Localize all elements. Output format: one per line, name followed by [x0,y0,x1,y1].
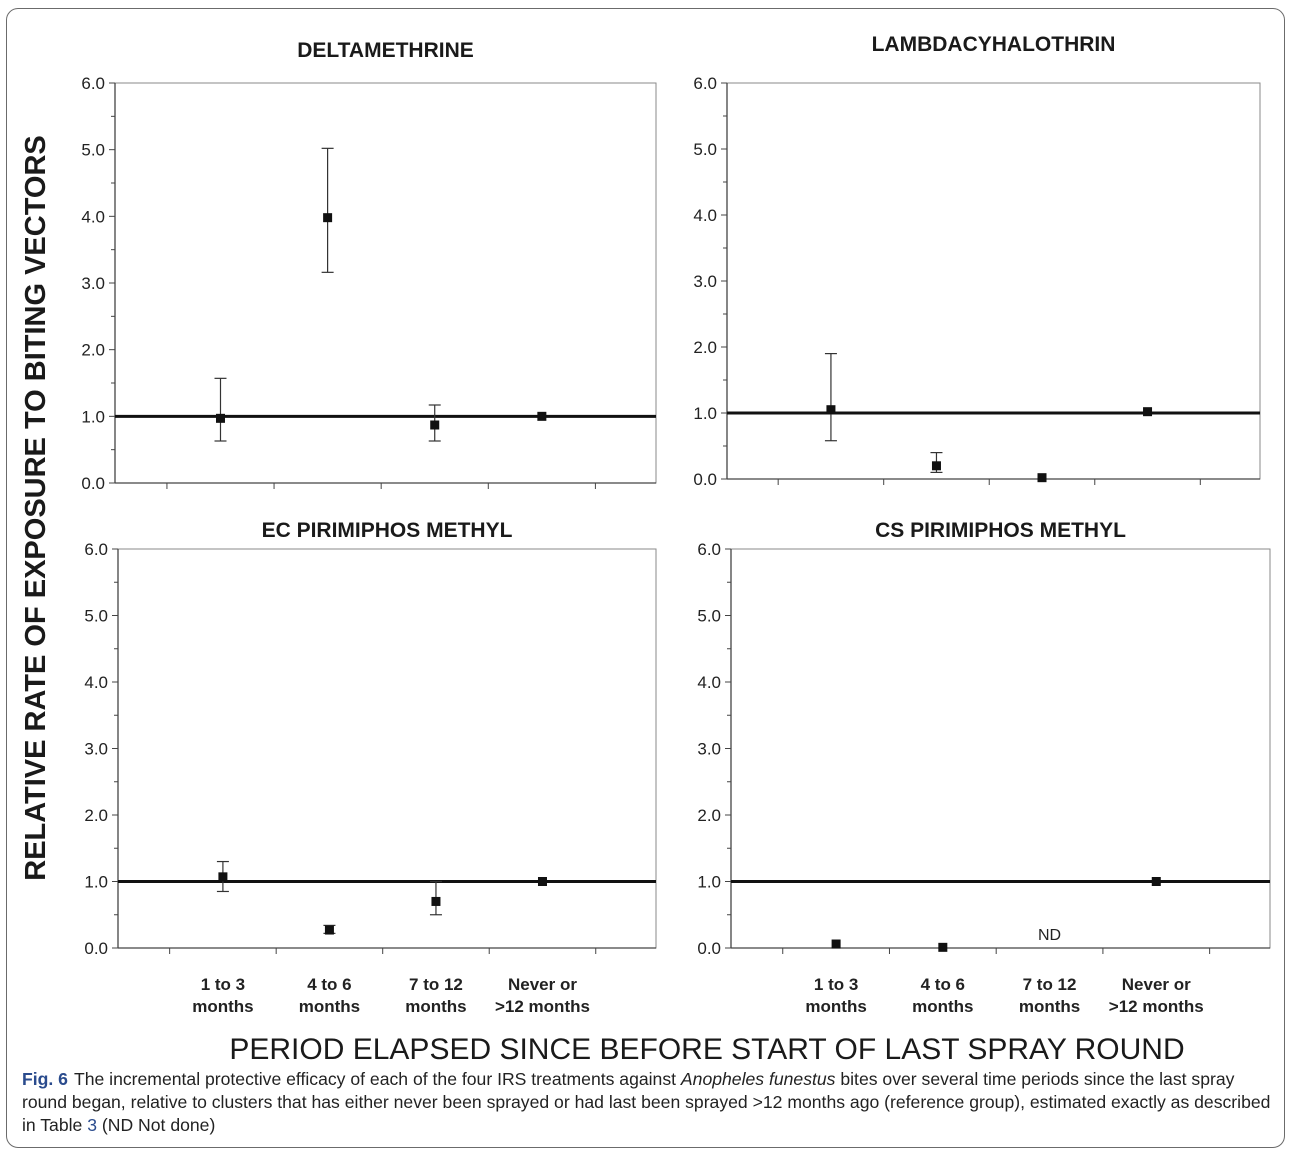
data-point [431,896,441,906]
plot-area-border [730,548,1271,949]
point-4-to-6-months [930,452,943,473]
x-category-label: months [192,997,253,1016]
point-4-to-6-months [323,924,336,935]
point-never-or-12-months [537,877,547,886]
y-tick-label: 5.0 [697,607,721,626]
caption-text-after: bites over several time periods since th… [22,1069,1271,1135]
y-tick-label: 6.0 [697,540,721,559]
panel-title: DELTAMETHRINE [297,39,474,62]
data-point [831,939,841,949]
y-tick-label: 6.0 [81,74,105,93]
y-tick-label: 0.0 [697,939,721,958]
x-category-label: 7 to 12 [409,975,463,994]
y-tick-label: 3.0 [81,274,105,293]
y-tick-label: 1.0 [693,404,717,423]
figure-chart: DELTAMETHRINE0.01.02.03.04.05.06.0LAMBDA… [20,33,1271,1060]
x-category-label: months [1019,997,1080,1016]
y-tick-label: 0.0 [81,474,105,493]
panel-title: CS PIRIMIPHOS METHYL [875,519,1126,542]
figure-frame [6,8,1285,1148]
y-tick-label: 2.0 [84,806,108,825]
plot-area-border [117,548,657,949]
x-category-label: months [405,997,466,1016]
point-7-to-12-months [1037,473,1047,483]
y-tick-label: 2.0 [697,806,721,825]
y-tick-label: 4.0 [693,206,717,225]
not-done-annotation: ND [1038,927,1061,944]
point-never-or-12-months [1143,407,1153,417]
data-point [938,942,948,952]
y-tick-label: 1.0 [81,407,105,426]
y-tick-label: 4.0 [81,207,105,226]
x-axis-label: PERIOD ELAPSED SINCE BEFORE START OF LAS… [229,1033,1184,1060]
y-tick-label: 6.0 [693,74,717,93]
x-category-label: 1 to 3 [814,975,858,994]
figure-caption: Fig. 6 The incremental protective efficac… [22,1068,1272,1137]
data-point [1151,877,1161,886]
x-category-label: 1 to 3 [201,975,245,994]
y-tick-label: 3.0 [84,740,108,759]
panel-ec-pirimiphos-methyl: EC PIRIMIPHOS METHYL 0.0 1.0 2.0 3.0 4.0 5.0 6.… [84,519,657,1016]
x-category-label: months [299,997,360,1016]
x-category-label: >12 months [1109,997,1204,1016]
panel-deltamethrine: DELTAMETHRINE 0.0 1.0 2.0 3.0 4.0 5.0 6.0 [81,39,657,493]
y-tick-label: 0.0 [693,470,717,489]
y-tick-label: 5.0 [693,140,717,159]
data-point [324,925,334,935]
x-category-label: >12 months [495,997,590,1016]
caption-table-link[interactable]: 3 [87,1115,98,1135]
y-tick-label: 2.0 [81,341,105,360]
point-1-to-3-months [831,939,841,949]
figure-label: Fig. 6 [22,1069,68,1089]
y-tick-label: 3.0 [697,740,721,759]
x-category-label: 4 to 6 [921,975,965,994]
y-tick-label: 1.0 [697,873,721,892]
point-1-to-3-months [214,377,227,442]
x-category-label: Never or [1122,975,1191,994]
caption-species: Anopheles funestus [680,1069,836,1089]
x-category-label: months [912,997,973,1016]
data-point [1037,473,1047,483]
y-tick-label: 6.0 [84,540,108,559]
y-tick-label: 1.0 [84,873,108,892]
panel-title: EC PIRIMIPHOS METHYL [262,519,513,542]
point-never-or-12-months [537,411,547,421]
x-category-label: months [805,997,866,1016]
data-point [215,413,225,423]
data-point [826,405,836,415]
data-point [931,461,941,471]
data-point [430,420,440,430]
y-tick-label: 0.0 [84,939,108,958]
y-tick-label: 2.0 [693,338,717,357]
point-1-to-3-months [824,353,837,442]
caption-text-before: The incremental protective efficacy of e… [73,1069,681,1089]
panel-cs-pirimiphos-methyl: CS PIRIMIPHOS METHYL 0.0 1.0 2.0 3.0 4.0 5.0 6.… [697,519,1271,1016]
point-never-or-12-months [1151,877,1161,886]
panel-lambdacyhalothrin: LAMBDACYHALOTHRIN 0.0 1.0 2.0 3.0 4.0 5.0 6.0 [693,33,1261,489]
x-category-label: 4 to 6 [307,975,351,994]
y-tick-label: 3.0 [693,272,717,291]
data-point [323,213,333,223]
y-axis-label: RELATIVE RATE OF EXPOSURE TO BITING VECT… [20,135,52,881]
data-point [218,872,228,882]
point-1-to-3-months [216,860,229,893]
data-point [537,411,547,421]
y-tick-label: 5.0 [81,141,105,160]
point-7-to-12-months [428,404,441,442]
x-category-label: Never or [508,975,577,994]
plot-area-border [114,82,657,484]
plot-area-border [726,82,1261,480]
data-point [537,877,547,886]
point-7-to-12-months [429,880,442,916]
y-tick-label: 5.0 [84,607,108,626]
y-tick-label: 4.0 [84,673,108,692]
panel-title: LAMBDACYHALOTHRIN [872,33,1116,56]
y-tick-label: 4.0 [697,673,721,692]
caption-text-end: (ND Not done) [97,1115,216,1135]
data-point [1143,407,1153,417]
point-4-to-6-months [938,942,948,952]
point-4-to-6-months [321,147,334,273]
x-category-label: 7 to 12 [1023,975,1077,994]
